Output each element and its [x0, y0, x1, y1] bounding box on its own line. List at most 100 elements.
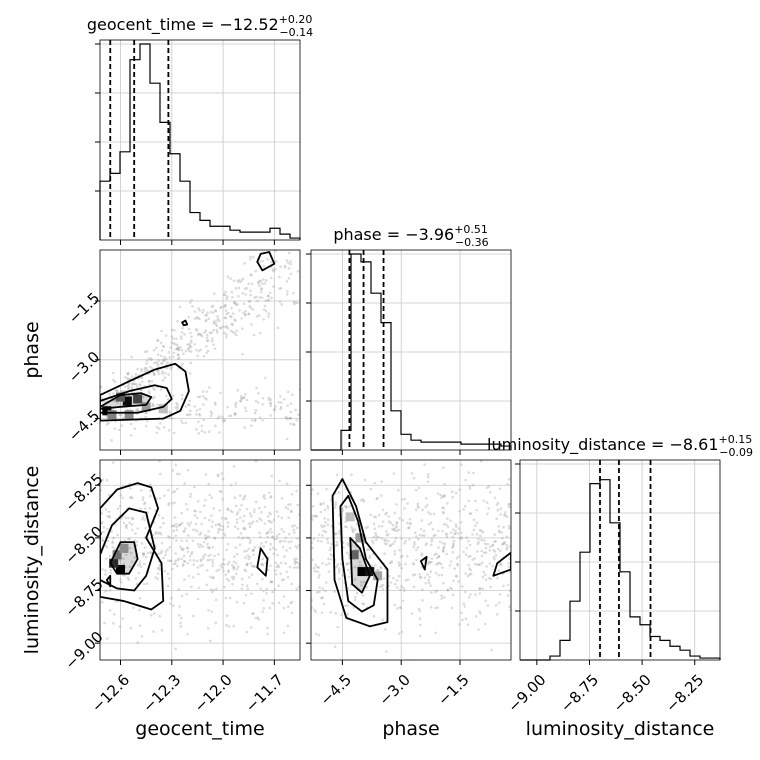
- pair-panel-geocent-time-vs-luminosity-distance-scatter-point: [222, 532, 226, 535]
- pair-panel-phase-vs-luminosity-distance-density-cell-1: [365, 567, 375, 577]
- pair-panel-phase-vs-luminosity-distance-scatter-point: [480, 529, 483, 533]
- pair-panel-geocent-time-vs-phase-scatter-point: [221, 325, 225, 329]
- pair-panel-phase-vs-luminosity-distance-scatter-point: [337, 567, 341, 570]
- pair-panel-geocent-time-vs-phase-scatter-point: [153, 388, 156, 392]
- pair-panel-geocent-time-vs-luminosity-distance-scatter-point: [157, 513, 161, 517]
- pair-panel-geocent-time-vs-luminosity-distance-scatter-point: [204, 473, 208, 476]
- pair-panel-geocent-time-vs-luminosity-distance-scatter-point: [277, 532, 281, 536]
- pair-panel-phase-vs-luminosity-distance-scatter-point: [446, 588, 450, 592]
- pair-panel-geocent-time-vs-luminosity-distance-scatter-point: [293, 524, 296, 527]
- pair-panel-phase-vs-luminosity-distance-scatter-point: [434, 606, 437, 610]
- pair-panel-phase-vs-luminosity-distance-scatter-point: [488, 549, 492, 552]
- pair-panel-geocent-time-vs-phase-scatter-point: [249, 306, 253, 310]
- pair-panel-phase-vs-luminosity-distance-scatter-point: [399, 606, 403, 610]
- pair-panel-geocent-time-vs-phase-scatter-point: [105, 423, 109, 426]
- pair-panel-geocent-time-vs-luminosity-distance-scatter-point: [247, 576, 251, 579]
- pair-panel-geocent-time-vs-luminosity-distance-contour-1: [109, 541, 139, 575]
- pair-panel-geocent-time-vs-luminosity-distance-scatter-point: [145, 582, 149, 585]
- pair-panel-geocent-time-vs-luminosity-distance-scatter-point: [266, 535, 270, 539]
- pair-panel-geocent-time-vs-luminosity-distance-density-cell-2: [112, 550, 122, 560]
- pair-panel-phase-vs-luminosity-distance-scatter-point: [443, 542, 447, 546]
- pair-panel-geocent-time-vs-phase-scatter-point: [210, 339, 214, 343]
- pair-panel-phase-vs-luminosity-distance-scatter-point: [479, 563, 482, 566]
- pair-panel-geocent-time-vs-phase-scatter-point: [179, 419, 183, 422]
- pair-panel-geocent-time-vs-phase-scatter-point: [206, 311, 209, 315]
- pair-panel-geocent-time-vs-phase-scatter-point: [279, 395, 282, 398]
- pair-panel-geocent-time-vs-phase-scatter-point: [224, 325, 227, 329]
- pair-panel-geocent-time-vs-luminosity-distance-scatter-point: [294, 560, 298, 564]
- pair-panel-phase-vs-luminosity-distance-scatter-point: [413, 543, 416, 546]
- pair-panel-geocent-time-vs-phase-scatter-point: [229, 277, 232, 280]
- pair-panel-phase-vs-luminosity-distance-scatter-point: [467, 596, 471, 599]
- pair-panel-geocent-time-vs-phase-scatter-point: [153, 373, 156, 376]
- pair-panel-geocent-time-vs-luminosity-distance-scatter-point: [105, 478, 109, 482]
- pair-panel-geocent-time-vs-phase-scatter-point: [233, 412, 237, 416]
- pair-panel-phase-vs-luminosity-distance-scatter-point: [346, 544, 350, 547]
- pair-panel-geocent-time-vs-luminosity-distance-scatter-point: [247, 557, 251, 561]
- pair-panel-geocent-time-vs-luminosity-distance-scatter-point: [174, 562, 177, 565]
- pair-panel-phase-vs-luminosity-distance-scatter-point: [474, 524, 477, 528]
- pair-panel-geocent-time-vs-luminosity-distance-scatter-point: [128, 496, 132, 500]
- pair-panel-geocent-time-vs-phase-scatter-point: [127, 387, 130, 391]
- pair-panel-geocent-time-vs-luminosity-distance-scatter-point: [273, 588, 276, 591]
- pair-panel-geocent-time-vs-phase-scatter-point: [234, 401, 238, 405]
- pair-panel-phase-vs-luminosity-distance-scatter-point: [388, 456, 391, 459]
- hist-panel-luminosity-distance-step: [520, 479, 721, 661]
- pair-panel-geocent-time-vs-phase-scatter-point: [262, 308, 266, 311]
- pair-panel-phase-vs-luminosity-distance-scatter-point: [497, 601, 501, 605]
- pair-panel-phase-vs-luminosity-distance-scatter-point: [373, 515, 376, 518]
- pair-panel-phase-vs-luminosity-distance-scatter-point: [493, 550, 497, 553]
- pair-panel-geocent-time-vs-phase-scatter-point: [197, 420, 200, 424]
- pair-panel-geocent-time-vs-phase-scatter-point: [232, 300, 236, 304]
- pair-panel-geocent-time-vs-phase-scatter-point: [274, 267, 277, 271]
- pair-panel-geocent-time-vs-luminosity-distance-scatter-point: [259, 587, 262, 590]
- pair-panel-geocent-time-vs-phase-scatter-point: [234, 333, 238, 337]
- pair-panel-geocent-time-vs-luminosity-distance-scatter-point: [194, 509, 198, 513]
- pair-panel-geocent-time-vs-luminosity-distance-scatter-point: [217, 527, 220, 531]
- pair-panel-geocent-time-vs-luminosity-distance-scatter-point: [182, 547, 185, 551]
- pair-panel-geocent-time-vs-phase-contour-0: [100, 384, 173, 414]
- pair-panel-phase-vs-luminosity-distance-scatter-point: [443, 483, 446, 486]
- pair-panel-geocent-time-vs-phase-scatter-point: [133, 427, 137, 431]
- pair-panel-geocent-time-vs-luminosity-distance-scatter-point: [164, 553, 167, 557]
- pair-panel-geocent-time-vs-phase-scatter-point: [194, 413, 198, 416]
- pair-panel-phase-vs-luminosity-distance-scatter-point: [416, 537, 420, 541]
- pair-panel-geocent-time-vs-phase-scatter-point: [186, 343, 189, 347]
- pair-panel-geocent-time-vs-phase-scatter-point: [209, 410, 213, 414]
- pair-panel-geocent-time-vs-phase-scatter-point: [240, 397, 243, 401]
- pair-panel-phase-vs-luminosity-distance-scatter-point: [327, 570, 331, 573]
- hist-panel-geocent-time-step: [99, 43, 301, 240]
- pair-panel-geocent-time-vs-luminosity-distance-scatter-point: [151, 533, 155, 537]
- pair-panel-geocent-time-vs-phase-scatter-point: [195, 428, 198, 431]
- pair-panel-geocent-time-vs-phase-scatter-point: [201, 403, 205, 406]
- pair-panel-geocent-time-vs-luminosity-distance-scatter-point: [131, 517, 134, 521]
- pair-panel-phase-vs-luminosity-distance-scatter-point: [507, 562, 510, 565]
- pair-panel-geocent-time-vs-phase-scatter-point: [152, 348, 156, 352]
- pair-panel-geocent-time-vs-luminosity-distance-scatter-point: [208, 493, 212, 497]
- pair-panel-phase-vs-luminosity-distance-scatter-point: [507, 524, 511, 528]
- pair-panel-geocent-time-vs-phase-scatter-point: [159, 341, 163, 345]
- pair-panel-phase-vs-luminosity-distance-scatter-point: [418, 575, 422, 579]
- pair-panel-geocent-time-vs-luminosity-distance-scatter-point: [137, 564, 140, 567]
- pair-panel-geocent-time-vs-luminosity-distance-scatter-point: [246, 554, 250, 558]
- pair-panel-geocent-time-vs-phase-scatter-point: [187, 413, 190, 416]
- pair-panel-phase-vs-luminosity-distance-scatter-point: [341, 509, 345, 512]
- pair-panel-phase-vs-luminosity-distance-scatter-point: [404, 578, 408, 582]
- hist-panel-luminosity-distance-frame: [519, 459, 721, 661]
- pair-panel-geocent-time-vs-luminosity-distance-scatter-point: [221, 536, 224, 540]
- pair-panel-geocent-time-vs-luminosity-distance-scatter-point: [180, 594, 184, 598]
- pair-panel-phase-vs-luminosity-distance-scatter-point: [464, 572, 467, 575]
- pair-panel-geocent-time-vs-luminosity-distance-scatter-point: [160, 549, 164, 553]
- pair-panel-geocent-time-vs-luminosity-distance-scatter-point: [262, 589, 265, 593]
- pair-panel-phase-vs-luminosity-distance-scatter-point: [442, 581, 445, 585]
- pair-panel-geocent-time-vs-phase-scatter-point: [251, 255, 255, 259]
- pair-panel-geocent-time-vs-phase-scatter-point: [153, 395, 156, 399]
- pair-panel-phase-vs-luminosity-distance-scatter-point: [426, 562, 430, 566]
- pair-panel-phase-vs-luminosity-distance-scatter-point: [311, 598, 313, 602]
- pair-panel-geocent-time-vs-luminosity-distance-scatter-point: [208, 639, 212, 643]
- pair-panel-geocent-time-vs-phase-scatter-point: [279, 245, 282, 248]
- pair-panel-geocent-time-vs-phase-scatter-point: [233, 301, 237, 305]
- pair-panel-geocent-time-vs-phase-scatter-point: [181, 362, 184, 366]
- pair-panel-geocent-time-vs-luminosity-distance-scatter-point: [225, 548, 228, 552]
- pair-panel-geocent-time-vs-phase-scatter-point: [241, 292, 245, 295]
